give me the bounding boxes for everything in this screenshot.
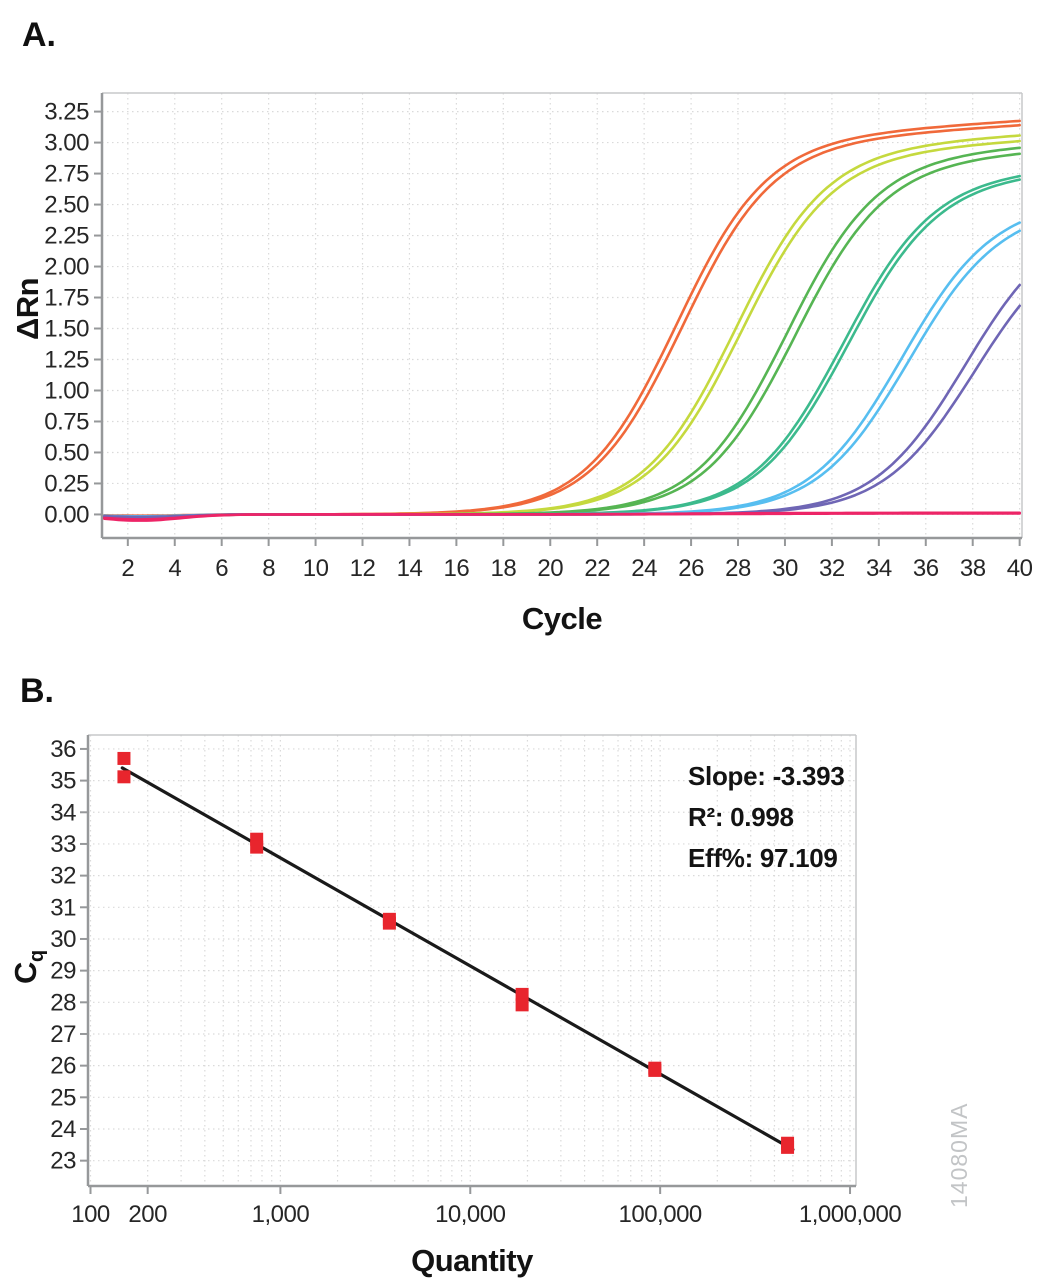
ytick-label-a: 1.50 [44,316,89,343]
xtick-label-a: 6 [215,555,228,582]
data-point-marker [781,1140,795,1154]
ytick-label-b: 28 [50,989,76,1016]
xtick-label-a: 10 [303,555,329,582]
ytick-label-b: 26 [50,1053,76,1080]
ytick-label-b: 24 [50,1116,76,1143]
data-point-marker [250,840,264,854]
xtick-label-a: 4 [168,555,181,582]
ytick-label-a: 2.75 [44,161,89,188]
ytick-label-a: 3.25 [44,99,89,126]
xtick-label-a: 36 [913,555,939,582]
data-point-marker [515,998,529,1012]
xtick-label-a: 40 [1007,555,1033,582]
data-point-marker [648,1063,662,1077]
xtick-label-a: 2 [121,555,134,582]
xtick-label-b: 1,000,000 [799,1201,901,1228]
ytick-label-b: 23 [50,1148,76,1175]
xtick-label-a: 8 [262,555,275,582]
xtick-label-a: 24 [631,555,657,582]
ytick-label-a: 0.75 [44,408,89,435]
slope-value: Slope: -3.393 [688,761,845,791]
amplification-curve [103,123,1021,517]
ytick-label-b: 32 [50,863,76,890]
ytick-label-b: 30 [50,926,76,953]
xtick-label-a: 14 [397,555,423,582]
xtick-label-a: 34 [866,555,892,582]
xtick-label-a: 16 [444,555,470,582]
ytick-label-b: 35 [50,768,76,795]
xtick-label-b: 100 [71,1201,110,1228]
data-point-marker [382,916,396,930]
xtick-label-a: 26 [678,555,704,582]
xtick-label-a: 32 [819,555,845,582]
panel-b-label: B. [20,672,54,710]
amplification-curve [103,512,1021,521]
xtick-label-a: 38 [960,555,986,582]
watermark: 14080MA [946,1102,972,1208]
ytick-label-a: 0.50 [44,439,89,466]
ytick-label-b: 34 [50,799,76,826]
xtick-label-a: 28 [725,555,751,582]
standard-curve-yaxis-title: Cq [8,950,49,984]
amplification-curve [103,119,1021,519]
xtick-label-b: 100,000 [619,1201,702,1228]
amplification-curve [103,174,1021,519]
amplification-curve [103,178,1021,520]
ytick-label-a: 1.25 [44,347,89,374]
ytick-label-a: 1.00 [44,377,89,404]
data-point-marker [117,751,131,765]
ytick-label-b: 27 [50,1021,76,1048]
ytick-label-a: 0.00 [44,501,89,528]
xtick-label-b: 10,000 [435,1201,506,1228]
panel-a-label: A. [22,16,56,54]
xtick-label-a: 20 [537,555,563,582]
ytick-label-a: 3.00 [44,130,89,157]
data-point-marker [515,987,529,1001]
xtick-label-a: 12 [350,555,376,582]
cq-label-subscript: q [26,950,49,963]
ytick-label-a: 0.25 [44,470,89,497]
amplification-xaxis-title: Cycle [521,601,603,636]
xtick-label-a: 30 [772,555,798,582]
ytick-label-b: 25 [50,1084,76,1111]
data-point-marker [117,770,131,784]
fit-line [120,766,795,1152]
cq-label-main: C [8,962,43,984]
ytick-label-b: 31 [50,894,76,921]
xtick-label-b: 200 [128,1201,167,1228]
ytick-label-a: 2.50 [44,192,89,219]
xtick-label-a: 18 [490,555,516,582]
ytick-label-b: 29 [50,958,76,985]
ytick-label-b: 36 [50,736,76,763]
efficiency-value: Eff%: 97.109 [688,843,838,873]
ytick-label-b: 33 [50,831,76,858]
ytick-label-a: 1.75 [44,285,89,312]
standard-curve-xaxis-title: Quantity [411,1243,533,1278]
xtick-label-b: 1,000 [252,1201,310,1228]
amplification-curve [103,152,1021,519]
ytick-label-a: 2.00 [44,254,89,281]
fit-statistics: Slope: -3.393 R²: 0.998 Eff%: 97.109 [688,756,845,879]
xtick-label-a: 22 [584,555,610,582]
r-squared-value: R²: 0.998 [688,802,794,832]
amplification-yaxis-title: ΔRn [10,277,45,340]
ytick-label-a: 2.25 [44,223,89,250]
